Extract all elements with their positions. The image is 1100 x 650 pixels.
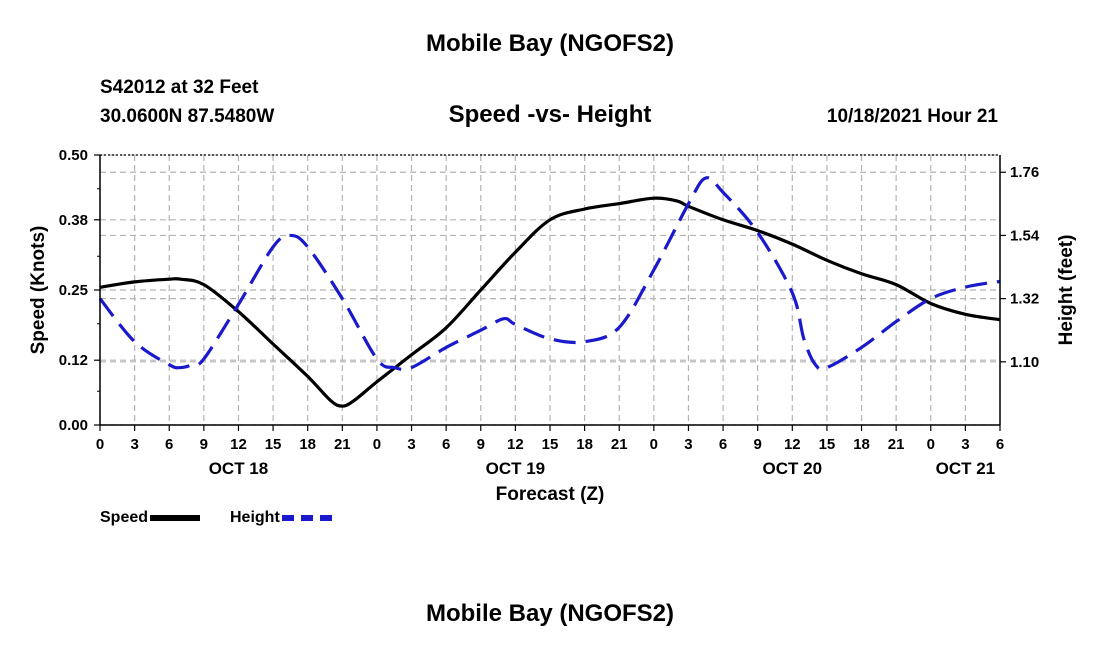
x-tick-label: 12 xyxy=(230,436,247,453)
legend-height: Height xyxy=(230,509,332,527)
x-tick-label: 21 xyxy=(888,436,905,453)
right-tick-label: 1.32 xyxy=(1010,291,1039,308)
x-tick-label: 3 xyxy=(961,436,969,453)
legend-speed: Speed xyxy=(100,509,201,527)
left-tick-label: 0.25 xyxy=(59,282,88,299)
right-tick-label: 1.76 xyxy=(1010,164,1039,181)
height-series-line xyxy=(98,176,1001,372)
x-tick-label: 15 xyxy=(265,436,282,453)
left-tick-label: 0.38 xyxy=(59,212,88,229)
x-tick-label: 12 xyxy=(784,436,801,453)
x-tick-label: 15 xyxy=(819,436,836,453)
axes xyxy=(94,154,1006,431)
legend-speed-label: Speed xyxy=(100,509,149,526)
station-coordinates: 30.0600N 87.5480W xyxy=(100,106,275,127)
x-tick-label: 6 xyxy=(996,436,1004,453)
x-tick-label: 0 xyxy=(96,436,104,453)
x-tick-label: 0 xyxy=(650,436,658,453)
legend-height-label: Height xyxy=(230,509,280,526)
date-label: OCT 19 xyxy=(486,459,546,478)
grid-lines xyxy=(99,154,1001,426)
left-tick-label: 0.50 xyxy=(59,147,88,164)
speed-series-line xyxy=(99,196,1001,408)
axis-labels: 0 3 6 9 12 15 18 21 0 3 6 9 12 15 18 21 0 3 6 9 12 15 18 21 0 3 6O… xyxy=(28,147,1077,505)
left-axis-title: Speed (Knots) xyxy=(28,226,49,355)
date-label: OCT 20 xyxy=(763,459,823,478)
x-tick-label: 9 xyxy=(754,436,762,453)
x-tick-label: 3 xyxy=(684,436,692,453)
x-axis-title: Forecast (Z) xyxy=(496,484,605,505)
forecast-datetime: 10/18/2021 Hour 21 xyxy=(826,106,998,127)
x-tick-label: 9 xyxy=(200,436,208,453)
x-tick-label: 6 xyxy=(719,436,727,453)
left-tick-label: 0.12 xyxy=(59,352,88,369)
x-tick-label: 12 xyxy=(507,436,524,453)
x-tick-label: 6 xyxy=(165,436,173,453)
x-tick-label: 0 xyxy=(373,436,381,453)
x-tick-label: 3 xyxy=(130,436,138,453)
x-tick-label: 18 xyxy=(853,436,870,453)
date-label: OCT 18 xyxy=(209,459,269,478)
x-tick-label: 0 xyxy=(927,436,935,453)
chart-subtitle: Speed -vs- Height xyxy=(448,101,652,128)
bottom-chart-title: Mobile Bay (NGOFS2) xyxy=(425,600,675,627)
x-tick-label: 18 xyxy=(576,436,593,453)
date-label: OCT 21 xyxy=(936,459,996,478)
chart-title: Mobile Bay (NGOFS2) xyxy=(425,30,675,57)
x-tick-label: 9 xyxy=(477,436,485,453)
x-tick-label: 18 xyxy=(299,436,316,453)
series-lines xyxy=(98,176,1001,408)
left-tick-label: 0.00 xyxy=(59,417,88,434)
right-tick-label: 1.54 xyxy=(1010,227,1040,244)
right-axis-title: Height (feet) xyxy=(1056,235,1077,346)
x-tick-label: 21 xyxy=(334,436,351,453)
legend-height-swatch xyxy=(281,515,332,521)
station-label: S42012 at 32 Feet xyxy=(100,77,259,98)
legend-speed-swatch xyxy=(150,515,201,521)
x-tick-label: 21 xyxy=(611,436,628,453)
x-tick-label: 3 xyxy=(407,436,415,453)
right-tick-label: 1.10 xyxy=(1010,354,1039,371)
x-tick-label: 6 xyxy=(442,436,450,453)
x-tick-label: 15 xyxy=(542,436,559,453)
